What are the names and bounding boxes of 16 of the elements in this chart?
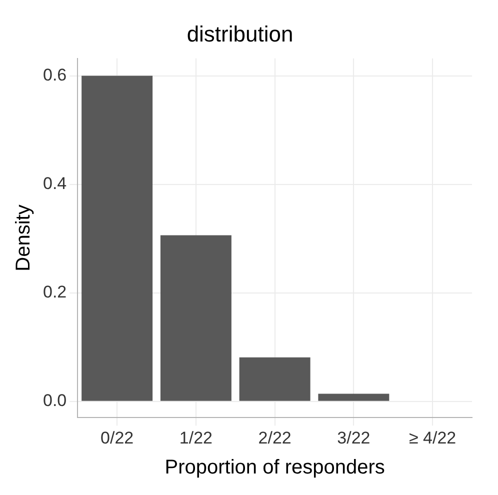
bar xyxy=(239,357,310,401)
y-tick-label: 0.6 xyxy=(42,65,67,84)
y-tick-label: 0.2 xyxy=(42,282,67,302)
x-tick-label: 3/22 xyxy=(337,428,370,448)
bar xyxy=(82,76,153,401)
x-tick-label: 1/22 xyxy=(179,428,212,448)
x-tick-label: ≥ 4/22 xyxy=(408,428,456,448)
x-axis-title: Proportion of responders xyxy=(164,456,385,479)
chart-title: distribution xyxy=(186,21,294,46)
y-tick-label: 0.0 xyxy=(42,391,67,410)
bar xyxy=(160,235,232,401)
x-tick-label: 2/22 xyxy=(258,428,292,448)
x-tick-label: 0/22 xyxy=(100,428,134,448)
bar xyxy=(318,394,390,401)
y-tick-label: 0.4 xyxy=(42,174,67,193)
y-axis-title: Density xyxy=(12,204,35,272)
